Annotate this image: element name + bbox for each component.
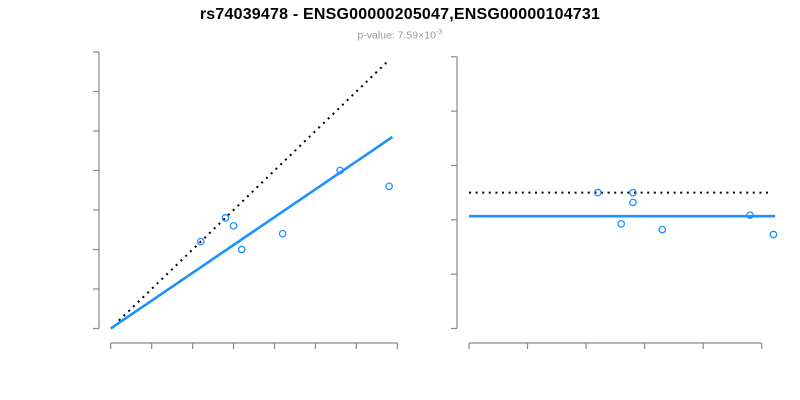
data-point [237,245,246,254]
p-value-text: p-value: 7.59×10 [357,29,436,42]
data-point [658,225,667,234]
data-point [336,166,344,175]
data-point [746,211,754,220]
data-point [629,188,637,197]
left-panel-allele-count-chart [93,51,398,349]
p-value-subtitle: p-value: 7.59×10-3 [0,27,800,42]
right-panel-percentage-chart [451,56,778,349]
data-point [278,229,287,238]
identity-line [118,59,390,322]
data-point [593,188,602,197]
p-value-exponent: -3 [435,27,443,36]
fit-line [109,135,394,330]
data-point [769,230,778,239]
data-point [629,198,637,207]
data-point [196,237,205,246]
data-point [229,221,238,230]
data-point [221,214,230,222]
data-point [617,220,626,228]
page-title: rs74039478 - ENSG00000205047,ENSG0000010… [199,6,601,23]
data-point [385,182,394,191]
